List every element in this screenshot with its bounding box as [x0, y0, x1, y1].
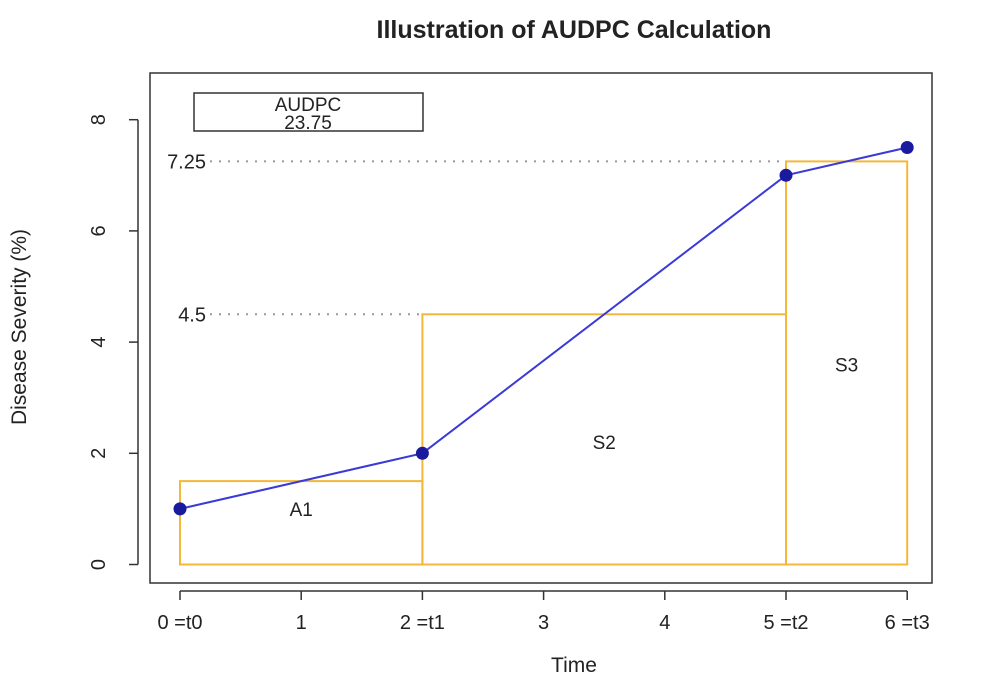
- rectangle-label-s2: S2: [593, 433, 616, 454]
- x-tick-label: 4: [659, 612, 670, 634]
- chart-title: Illustration of AUDPC Calculation: [377, 16, 772, 44]
- y-tick-label: 4: [88, 337, 110, 348]
- x-axis: 0 =t0 1 2 =t1 3 4 5 =t2 6 =t3: [157, 590, 930, 634]
- reference-line-label: 7.25: [167, 151, 206, 173]
- data-point: [173, 502, 187, 516]
- rectangle-label-a1: A1: [290, 500, 313, 521]
- x-axis-label: Time: [551, 654, 597, 677]
- annotation-box-frame: [193, 92, 424, 132]
- audpc-annotation-box: AUDPC 23.75: [193, 92, 424, 134]
- x-tick-label: 5 =t2: [763, 612, 808, 634]
- x-tick-label: 0 =t0: [157, 612, 202, 634]
- y-axis-label: Disease Severity (%): [8, 229, 31, 425]
- x-tick-label: 3: [538, 612, 549, 634]
- x-tick-label: 2 =t1: [400, 612, 445, 634]
- annotation-box-title: AUDPC: [275, 95, 342, 116]
- auc-rectangles: A1 S2 S3: [179, 160, 909, 566]
- reference-line-label: 4.5: [178, 304, 206, 326]
- y-axis: 0 2 4 6 8: [88, 114, 139, 570]
- reference-lines: 4.5 7.25: [167, 151, 786, 326]
- auc-rectangle-a1: [179, 480, 424, 566]
- data-point: [779, 168, 793, 182]
- y-tick-label: 8: [88, 114, 110, 125]
- data-point: [900, 141, 914, 154]
- rectangle-label-s3: S3: [835, 355, 858, 376]
- series-line: [179, 146, 908, 510]
- x-tick-label: 6 =t3: [885, 612, 930, 634]
- y-tick-label: 0: [88, 559, 110, 570]
- annotation-box-value: 23.75: [284, 113, 332, 134]
- x-tick-label: 1: [296, 612, 307, 634]
- series-group: [173, 141, 914, 516]
- y-tick-label: 2: [88, 448, 110, 459]
- data-point: [415, 446, 429, 460]
- y-tick-label: 6: [88, 225, 110, 236]
- plot-frame: [149, 72, 933, 584]
